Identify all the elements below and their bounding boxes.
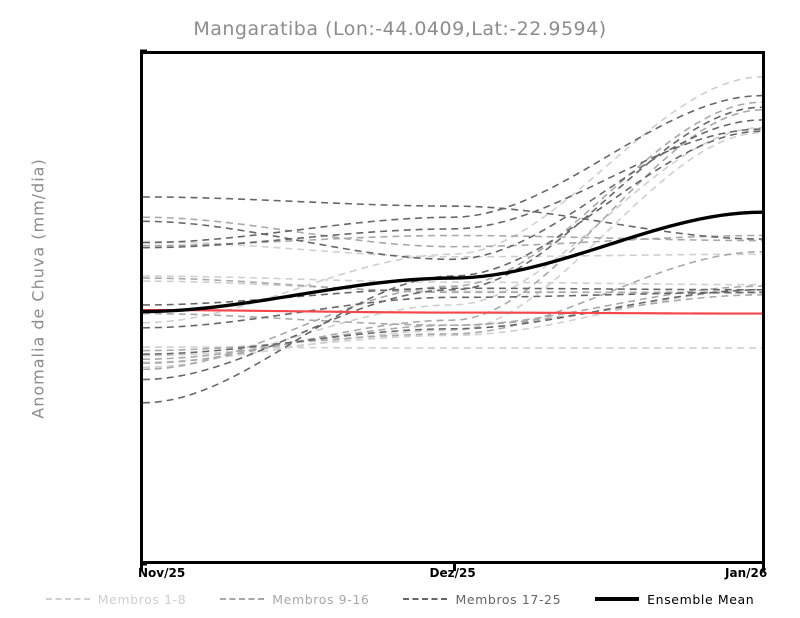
member-line bbox=[143, 119, 762, 261]
plot-area bbox=[140, 51, 765, 564]
legend-swatch bbox=[403, 598, 448, 600]
legend-item: Membros 17-25 bbox=[403, 592, 561, 607]
member-line bbox=[143, 288, 762, 355]
member-line bbox=[143, 291, 762, 329]
member-line bbox=[143, 94, 762, 244]
legend-label: Membros 17-25 bbox=[455, 591, 562, 607]
member-line bbox=[143, 250, 762, 352]
page-title: Mangaratiba (Lon:-44.0409,Lat:-22.9594) bbox=[193, 18, 607, 40]
x-tick-mark bbox=[140, 564, 143, 571]
ensemble-mean-line bbox=[143, 210, 762, 314]
member-line bbox=[143, 130, 762, 404]
legend-label: Ensemble Mean bbox=[647, 591, 755, 607]
member-line bbox=[143, 216, 762, 248]
zero-reference-line bbox=[143, 308, 762, 315]
member-line bbox=[143, 280, 762, 295]
member-line bbox=[143, 131, 762, 364]
x-tick-label: Dez/25 bbox=[429, 566, 476, 580]
x-tick-label: Jan/26 bbox=[725, 566, 768, 580]
member-line bbox=[143, 294, 762, 361]
series-lines bbox=[143, 76, 762, 404]
y-tick-mark bbox=[140, 562, 147, 566]
member-line bbox=[143, 101, 762, 371]
x-tick-mark bbox=[762, 564, 765, 571]
member-line bbox=[143, 108, 762, 365]
legend-item: Membros 1-8 bbox=[45, 591, 187, 607]
member-line bbox=[143, 275, 762, 286]
x-tick-mark bbox=[452, 564, 456, 571]
legend-label: Membros 9-16 bbox=[272, 591, 370, 607]
member-line bbox=[143, 234, 762, 247]
legend-swatch bbox=[220, 598, 265, 600]
member-line bbox=[143, 288, 762, 357]
member-line bbox=[143, 287, 762, 306]
legend-item: Membros 9-16 bbox=[220, 592, 369, 607]
legend-swatch bbox=[595, 597, 640, 601]
x-tick-label: Nov/25 bbox=[138, 566, 186, 580]
member-line bbox=[143, 240, 762, 258]
legend-label: Membros 1-8 bbox=[97, 591, 187, 607]
legend-item: Ensemble Mean bbox=[595, 592, 754, 607]
member-line bbox=[143, 346, 762, 349]
member-line bbox=[143, 106, 762, 381]
member-line bbox=[143, 277, 762, 294]
legend-swatch bbox=[45, 598, 90, 600]
chart-legend: Membros 1-8 Membros 9-16 Membros 17-25 Ense… bbox=[0, 588, 800, 610]
y-axis-label: Anomalia de Chuva (mm/dia) bbox=[28, 158, 48, 419]
member-line bbox=[143, 128, 762, 249]
